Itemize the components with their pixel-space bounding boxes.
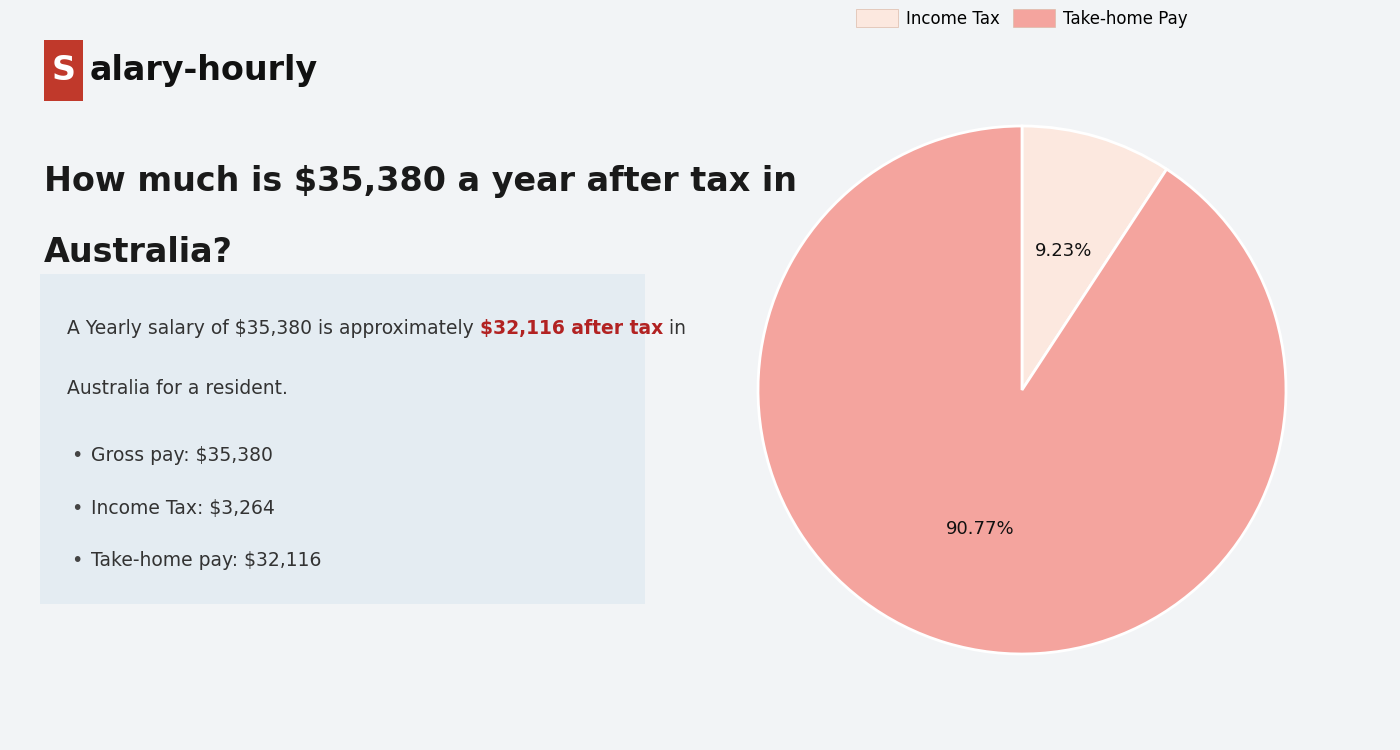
Text: S: S	[52, 54, 76, 87]
Text: alary-hourly: alary-hourly	[90, 54, 318, 87]
Text: •: •	[71, 551, 83, 570]
Text: Gross pay: $35,380: Gross pay: $35,380	[91, 446, 273, 465]
Legend: Income Tax, Take-home Pay: Income Tax, Take-home Pay	[850, 2, 1194, 34]
Wedge shape	[1022, 126, 1166, 390]
Text: Australia?: Australia?	[43, 236, 232, 269]
Text: A Yearly salary of $35,380 is approximately: A Yearly salary of $35,380 is approximat…	[67, 319, 480, 338]
Text: in: in	[664, 319, 686, 338]
Text: •: •	[71, 499, 83, 517]
Text: 9.23%: 9.23%	[1035, 242, 1092, 260]
FancyBboxPatch shape	[41, 274, 645, 604]
Text: $32,116 after tax: $32,116 after tax	[480, 319, 664, 338]
Text: Australia for a resident.: Australia for a resident.	[67, 379, 288, 398]
FancyBboxPatch shape	[43, 40, 83, 101]
Wedge shape	[757, 126, 1287, 654]
Text: 90.77%: 90.77%	[946, 520, 1015, 538]
Text: Take-home pay: $32,116: Take-home pay: $32,116	[91, 551, 321, 570]
Text: How much is $35,380 a year after tax in: How much is $35,380 a year after tax in	[43, 165, 797, 198]
Text: •: •	[71, 446, 83, 465]
Text: Income Tax: $3,264: Income Tax: $3,264	[91, 499, 274, 517]
